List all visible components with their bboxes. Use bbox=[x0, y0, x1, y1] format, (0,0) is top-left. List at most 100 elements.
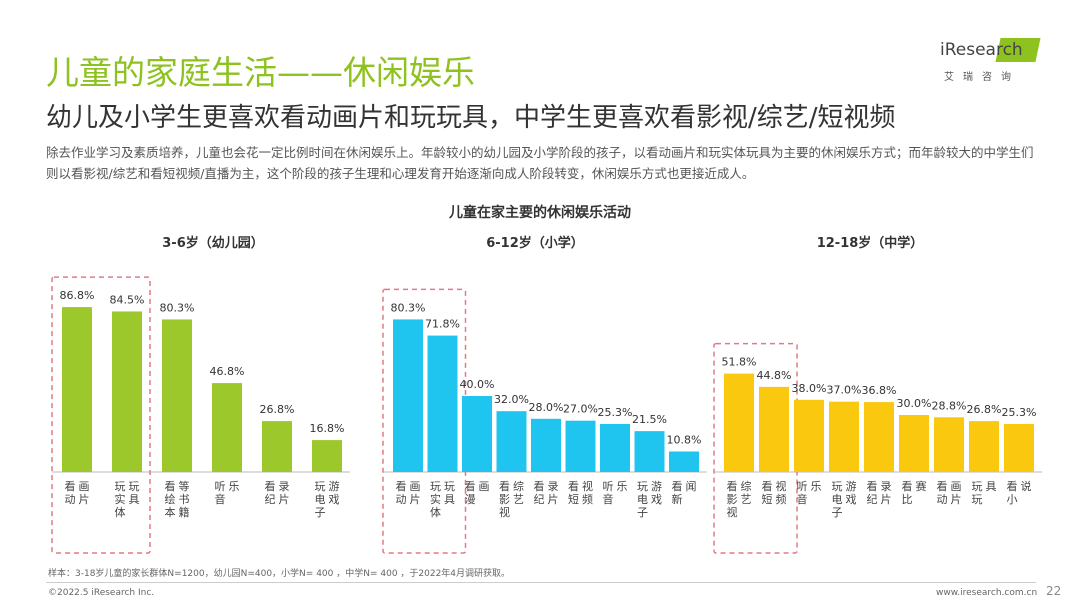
category-label-char: 录 bbox=[548, 480, 559, 493]
category-label-char: 游 bbox=[846, 480, 857, 493]
category-label-char: 等 bbox=[179, 479, 190, 493]
bar-value-label: 44.8% bbox=[757, 369, 792, 382]
logo-text: iResearch bbox=[940, 40, 1023, 60]
bar-value-label: 80.3% bbox=[391, 301, 426, 314]
category-label-char: 听 bbox=[797, 480, 808, 493]
category-label-char: 戏 bbox=[329, 493, 340, 506]
category-label-char: 电 bbox=[315, 493, 326, 506]
category-label-char: 动 bbox=[396, 493, 407, 506]
category-label-char: 动 bbox=[65, 493, 76, 506]
category-label-char: 看 bbox=[937, 479, 948, 493]
category-label-char: 看 bbox=[465, 479, 476, 493]
category-label-char: 片 bbox=[79, 493, 90, 506]
category-label-char: 视 bbox=[727, 505, 738, 519]
bar-value-label: 16.8% bbox=[310, 422, 345, 435]
category-label-char: 书 bbox=[179, 493, 190, 506]
bar-2-3 bbox=[829, 401, 859, 472]
category-label-char: 录 bbox=[881, 480, 892, 493]
category-label-char: 画 bbox=[479, 480, 490, 493]
category-label-char: 纪 bbox=[867, 493, 878, 506]
category-label-char: 看 bbox=[902, 479, 913, 493]
category-label-char: 综 bbox=[513, 479, 524, 493]
category-label-char: 视 bbox=[499, 505, 510, 519]
bar-value-label: 71.8% bbox=[425, 318, 460, 331]
category-label-char: 视 bbox=[582, 479, 593, 493]
bar-0-0 bbox=[62, 307, 92, 472]
category-label-char: 子 bbox=[832, 506, 843, 519]
category-label-char: 录 bbox=[279, 480, 290, 493]
category-label-char: 看 bbox=[762, 479, 773, 493]
category-label-char: 画 bbox=[951, 480, 962, 493]
category-label-char: 小 bbox=[1007, 493, 1018, 506]
page-title: 儿童的家庭生活——休闲娱乐 bbox=[46, 53, 475, 92]
bar-value-label: 26.8% bbox=[260, 403, 295, 416]
category-label-char: 片 bbox=[279, 493, 290, 506]
bar-1-5 bbox=[565, 420, 596, 472]
bar-value-label: 37.0% bbox=[827, 384, 862, 397]
category-label-char: 具 bbox=[986, 480, 997, 493]
chart-title: 儿童在家主要的休闲娱乐活动 bbox=[449, 205, 631, 221]
category-label-char: 看 bbox=[265, 479, 276, 493]
category-label-char: 看 bbox=[396, 479, 407, 493]
category-label-char: 电 bbox=[832, 493, 843, 506]
bar-value-label: 86.8% bbox=[60, 289, 95, 302]
bar-value-label: 28.0% bbox=[529, 401, 564, 414]
category-label-char: 纪 bbox=[265, 493, 276, 506]
bar-value-label: 51.8% bbox=[722, 356, 757, 369]
category-label-char: 戏 bbox=[846, 493, 857, 506]
category-label-char: 玩 bbox=[129, 480, 140, 493]
category-label-char: 片 bbox=[410, 493, 421, 506]
category-label-char: 漫 bbox=[465, 492, 476, 506]
category-label-char: 听 bbox=[603, 480, 614, 493]
category-label-char: 玩 bbox=[972, 480, 983, 493]
category-label-char: 比 bbox=[902, 493, 913, 506]
bar-value-label: 30.0% bbox=[897, 397, 932, 410]
bar-1-1 bbox=[427, 335, 458, 472]
bar-0-1 bbox=[112, 311, 142, 472]
page-number: 22 bbox=[1046, 584, 1062, 598]
group-title-kindergarten: 3-6岁（幼儿园） bbox=[162, 236, 264, 251]
category-label-char: 籍 bbox=[179, 505, 190, 519]
category-label-char: 视 bbox=[776, 479, 787, 493]
bar-1-4 bbox=[531, 418, 561, 472]
website-link[interactable]: www.iresearch.com.cn bbox=[936, 588, 1038, 598]
category-label-char: 本 bbox=[165, 505, 176, 519]
bar-1-2 bbox=[462, 396, 492, 472]
bar-value-label: 25.3% bbox=[1002, 406, 1037, 419]
logo-subtext: 艾瑞咨询 bbox=[944, 72, 1020, 83]
bar-value-label: 27.0% bbox=[563, 403, 598, 416]
bar-2-4 bbox=[864, 402, 894, 472]
category-label-char: 频 bbox=[582, 492, 593, 506]
category-label-char: 看 bbox=[165, 479, 176, 493]
copyright: ©2022.5 iResearch Inc. bbox=[48, 588, 155, 598]
category-label-char: 纪 bbox=[534, 493, 545, 506]
bar-2-0 bbox=[724, 373, 754, 472]
category-label-char: 片 bbox=[951, 493, 962, 506]
category-label-char: 音 bbox=[603, 492, 614, 506]
category-label-char: 具 bbox=[444, 493, 455, 506]
category-label-char: 绘 bbox=[165, 492, 176, 506]
bar-value-label: 38.0% bbox=[792, 382, 827, 395]
bar-value-label: 26.8% bbox=[967, 403, 1002, 416]
bar-2-8 bbox=[1004, 423, 1034, 472]
bar-2-1 bbox=[759, 386, 789, 472]
bar-0-5 bbox=[312, 440, 342, 472]
category-label-char: 体 bbox=[115, 505, 126, 519]
category-label-char: 说 bbox=[1021, 479, 1032, 493]
page-description: 除去作业学习及素质培养，儿童也会花一定比例时间在休闲娱乐上。年龄较小的幼儿园及小… bbox=[46, 145, 1034, 181]
bar-0-4 bbox=[262, 421, 292, 472]
bar-0-3 bbox=[212, 383, 242, 472]
category-label-char: 玩 bbox=[832, 480, 843, 493]
bar-value-label: 36.8% bbox=[862, 384, 897, 397]
category-label-char: 动 bbox=[937, 493, 948, 506]
category-label-char: 看 bbox=[867, 479, 878, 493]
category-label-char: 玩 bbox=[115, 480, 126, 493]
category-label-char: 体 bbox=[430, 505, 441, 519]
bar-2-5 bbox=[899, 415, 929, 472]
sample-footnote: 样本：3-18岁儿童的家长群体N=1200，幼儿园N=400，小学N= 400 … bbox=[48, 569, 511, 579]
category-label-char: 玩 bbox=[430, 480, 441, 493]
bar-2-2 bbox=[794, 399, 824, 472]
category-label-char: 实 bbox=[430, 492, 441, 506]
highlight-box-0 bbox=[51, 276, 151, 554]
